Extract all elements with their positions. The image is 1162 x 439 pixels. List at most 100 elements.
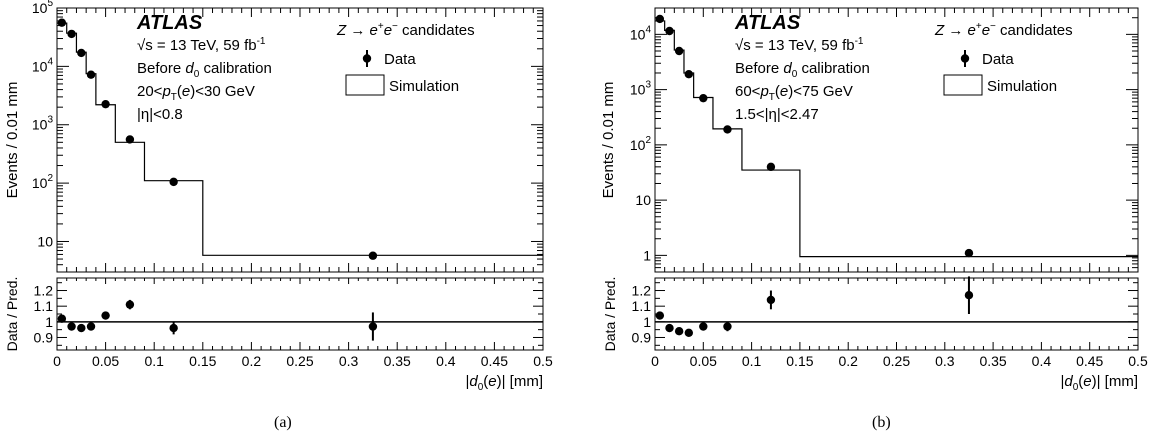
x-tick-label: 0 xyxy=(53,353,61,369)
legend-simulation-label: Simulation xyxy=(987,78,1057,95)
ratio-tick-label: 1 xyxy=(45,314,53,330)
legend-title: Z → e+e− candidates xyxy=(934,21,1073,39)
main-plot-frame xyxy=(654,7,1139,273)
energy-label: √s = 13 TeV, 59 fb-1 xyxy=(735,36,864,54)
ratio-tick-label: 0.9 xyxy=(632,329,652,345)
atlas-label: ATLAS xyxy=(734,12,801,34)
x-tick-label: 0.5 xyxy=(533,353,553,369)
ratio-point xyxy=(655,311,665,320)
x-tick-label: 0.1 xyxy=(144,353,164,369)
caption-a: (a) xyxy=(274,414,292,431)
ratio-point xyxy=(674,327,684,336)
ratio-point xyxy=(723,322,732,331)
ratio-tick-label: 1.2 xyxy=(34,283,54,299)
legend-data-marker xyxy=(362,54,372,63)
x-tick-label: 0.4 xyxy=(436,353,456,369)
y-tick-label: 104 xyxy=(32,56,54,74)
panel-b: 0 0.05 0.1 0.15 0.2 0.25 0.3 0.35 0.4 0.45 0.5 1 10 1… xyxy=(600,7,1148,393)
y-tick-label: 10 xyxy=(635,192,651,208)
eta-range-label: 1.5<|η|<2.47 xyxy=(735,106,819,123)
data-point xyxy=(368,251,378,260)
x-tick-label: 0.45 xyxy=(1076,353,1103,369)
ratio-axis-label: Data / Pred. xyxy=(602,277,618,352)
data-point xyxy=(169,177,178,187)
y-tick-label: 1 xyxy=(643,247,651,263)
y-tick-label: 104 xyxy=(630,24,652,42)
caption-b: (b) xyxy=(872,414,891,431)
calibration-label: Before d0 calibration xyxy=(735,60,870,80)
y-axis-label: Events / 0.01 mm xyxy=(4,82,21,199)
x-tick-label: 0.35 xyxy=(979,353,1006,369)
x-axis-label: |d0(e)| [mm] xyxy=(1060,373,1138,393)
data-point xyxy=(67,29,76,39)
ratio-point xyxy=(67,322,76,331)
x-tick-label: 0.5 xyxy=(1128,353,1148,369)
data-point xyxy=(77,48,86,58)
ratio-point xyxy=(665,323,674,333)
ratio-point xyxy=(699,322,708,331)
data-point xyxy=(723,125,732,134)
data-point xyxy=(101,99,110,109)
panel-a: 0 0.05 0.1 0.15 0.2 0.25 0.3 0.35 0.4 0.45 0.5 10 10… xyxy=(4,0,553,393)
x-tick-label: 0.15 xyxy=(786,353,813,369)
legend-data-marker xyxy=(960,54,970,63)
ratio-tick-label: 1.1 xyxy=(34,298,54,314)
x-tick-label: 0.25 xyxy=(883,353,910,369)
y-axis-label: Events / 0.01 mm xyxy=(600,82,617,199)
ratio-point xyxy=(964,291,974,300)
data-point xyxy=(655,14,665,24)
y-tick-label: 102 xyxy=(630,135,652,153)
energy-label: √s = 13 TeV, 59 fb-1 xyxy=(137,36,266,54)
data-point xyxy=(684,70,694,79)
data-point xyxy=(964,248,974,258)
ratio-tick-label: 0.9 xyxy=(34,329,54,345)
data-point xyxy=(57,18,67,27)
ratio-point xyxy=(766,295,776,305)
eta-range-label: |η|<0.8 xyxy=(137,106,183,123)
data-point xyxy=(674,46,684,56)
atlas-label: ATLAS xyxy=(136,12,203,34)
data-point xyxy=(86,70,96,79)
legend-data-label: Data xyxy=(384,51,416,68)
ratio-plot-frame xyxy=(56,277,544,351)
legend-simulation-box xyxy=(345,74,385,96)
ratio-point xyxy=(101,311,110,320)
legend-simulation-label: Simulation xyxy=(389,78,459,95)
y-tick-label: 105 xyxy=(32,0,54,16)
x-tick-label: 0.3 xyxy=(339,353,359,369)
ratio-tick-label: 1 xyxy=(643,314,651,330)
x-tick-label: 0.4 xyxy=(1032,353,1052,369)
legend-title: Z → e+e− candidates xyxy=(336,21,475,39)
ratio-point xyxy=(684,328,694,337)
y-tick-label: 103 xyxy=(32,115,54,133)
legend-data-label: Data xyxy=(982,51,1014,68)
x-tick-label: 0 xyxy=(651,353,659,369)
ratio-point xyxy=(169,323,178,333)
ratio-point xyxy=(77,323,86,333)
x-tick-label: 0.25 xyxy=(286,353,313,369)
pt-range-label: 60<pT(e)<75 GeV xyxy=(735,83,853,103)
y-tick-label: 103 xyxy=(630,80,652,98)
x-tick-label: 0.3 xyxy=(935,353,955,369)
legend-simulation-box xyxy=(943,74,983,96)
ratio-plot-frame xyxy=(654,277,1139,351)
data-point xyxy=(125,135,135,144)
y-tick-label: 10 xyxy=(37,233,53,249)
ratio-tick-label: 1.2 xyxy=(632,283,652,299)
x-axis-label: |d0(e)| [mm] xyxy=(465,373,543,393)
x-tick-label: 0.45 xyxy=(481,353,508,369)
pt-range-label: 20<pT(e)<30 GeV xyxy=(137,83,255,103)
data-point xyxy=(766,162,776,172)
x-tick-label: 0.2 xyxy=(838,353,858,369)
y-tick-label: 102 xyxy=(32,173,54,191)
x-tick-label: 0.1 xyxy=(742,353,762,369)
calibration-label: Before d0 calibration xyxy=(137,60,272,80)
data-point xyxy=(665,26,674,36)
data-point xyxy=(699,93,708,103)
x-tick-label: 0.05 xyxy=(92,353,119,369)
ratio-point xyxy=(125,300,135,309)
x-tick-label: 0.05 xyxy=(690,353,717,369)
ratio-point xyxy=(57,314,67,323)
ratio-axis-label: Data / Pred. xyxy=(4,277,20,352)
